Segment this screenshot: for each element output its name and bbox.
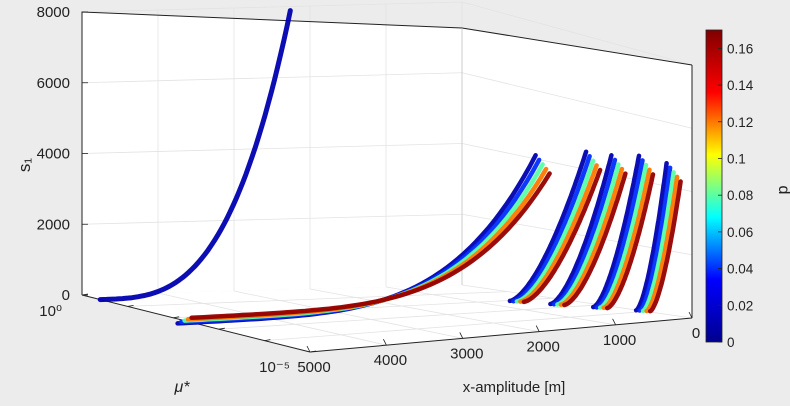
series-curve	[521, 167, 603, 305]
grid-mu-floor	[127, 291, 509, 307]
series-curve	[644, 174, 680, 314]
grid-x-floor	[385, 286, 616, 326]
colorbar-tick-label: 0.04	[727, 262, 754, 277]
grid-mu-floor	[264, 311, 647, 341]
x-tick	[383, 339, 387, 346]
y-axis-label: μ*	[174, 379, 191, 396]
series-curve	[558, 166, 625, 307]
series-curve	[551, 157, 618, 307]
grid-mu-floor	[218, 304, 601, 330]
grid-z-side	[461, 1, 693, 66]
grid-z-back	[81, 143, 463, 154]
x-tick-label: 5000	[297, 359, 330, 376]
y-tick-label: 10⁰	[39, 303, 62, 320]
series-curve	[590, 153, 642, 310]
x-tick	[459, 332, 464, 339]
x-tick-label: 3000	[450, 345, 483, 362]
x-axis-label: x-amplitude [m]	[463, 379, 566, 396]
grid-z-back	[81, 213, 463, 225]
series-curve	[511, 154, 592, 304]
series-curve	[640, 170, 676, 314]
colorbar-tick-label: 0.14	[727, 78, 754, 93]
colorbar-ticks: 0 0.02 0.04 0.06 0.08 0.1 0.12 0.14 0.16	[718, 41, 754, 350]
x-tick	[688, 311, 693, 319]
grid-z-side	[461, 72, 693, 129]
series-curve	[555, 162, 621, 307]
series-curve	[514, 158, 596, 304]
z-tick-label: 4000	[37, 146, 70, 163]
series-curve	[597, 162, 649, 310]
series-curve	[548, 153, 614, 307]
z-tick-label: 0	[62, 287, 70, 304]
mu-slice-3	[507, 149, 603, 305]
mu-slice-4	[548, 153, 628, 308]
z-axis-label: s₁	[15, 158, 34, 173]
grid-x-floor	[309, 288, 540, 332]
y-tick	[127, 305, 134, 307]
mu-slice-2	[175, 153, 552, 326]
x-axis-line	[309, 317, 693, 353]
colorbar-tick-label: 0.06	[727, 225, 753, 240]
series-curve	[97, 8, 293, 303]
x-tick-label: 4000	[374, 352, 407, 369]
y-tick-label: 10⁻⁵	[259, 359, 290, 376]
data-series	[97, 8, 683, 326]
z-tick-label: 6000	[37, 75, 70, 92]
grid-x-floor	[233, 290, 463, 339]
y-tick	[173, 316, 180, 319]
mu-slice-1	[97, 8, 293, 303]
series-curve	[601, 167, 652, 311]
colorbar-tick-label: 0	[727, 335, 735, 350]
z-tick-label: 8000	[37, 4, 70, 21]
series-curve	[637, 165, 673, 313]
x-tick-label: 1000	[603, 332, 636, 349]
colorbar-tick-label: 0.16	[727, 41, 753, 56]
colorbar-tick-label: 0.12	[727, 115, 753, 130]
colorbar-tick-label: 0.1	[727, 151, 746, 166]
y-tick	[264, 339, 271, 341]
x-tick-label: 0	[692, 325, 700, 342]
series-curve	[189, 171, 552, 321]
z-tick-label: 2000	[37, 216, 70, 233]
series-curve	[647, 179, 683, 314]
mu-slice-6	[633, 160, 683, 314]
grid-z-back	[81, 1, 463, 13]
y-tick	[81, 293, 89, 296]
colorbar	[705, 29, 723, 343]
mu-slice-5	[590, 153, 656, 311]
back-wall	[82, 12, 462, 295]
x-tick	[612, 318, 616, 325]
series-curve	[518, 163, 599, 304]
grid-x-floor	[461, 284, 693, 319]
colorbar-tick-label: 0.02	[727, 298, 753, 313]
y-tick	[218, 327, 225, 330]
x-tick-label: 2000	[527, 339, 560, 356]
series-curve	[562, 171, 628, 308]
series-curve	[633, 160, 669, 313]
series-curve	[594, 158, 645, 310]
colorbar-label: d	[775, 186, 790, 195]
x-tick	[306, 345, 311, 353]
grid-z-side	[461, 143, 693, 192]
x-tick	[535, 325, 540, 332]
series-curve	[604, 172, 656, 311]
grid-z-back	[81, 72, 463, 84]
colorbar-tick-label: 0.08	[727, 188, 753, 203]
y-tick	[309, 350, 317, 353]
series-curve	[507, 149, 589, 304]
